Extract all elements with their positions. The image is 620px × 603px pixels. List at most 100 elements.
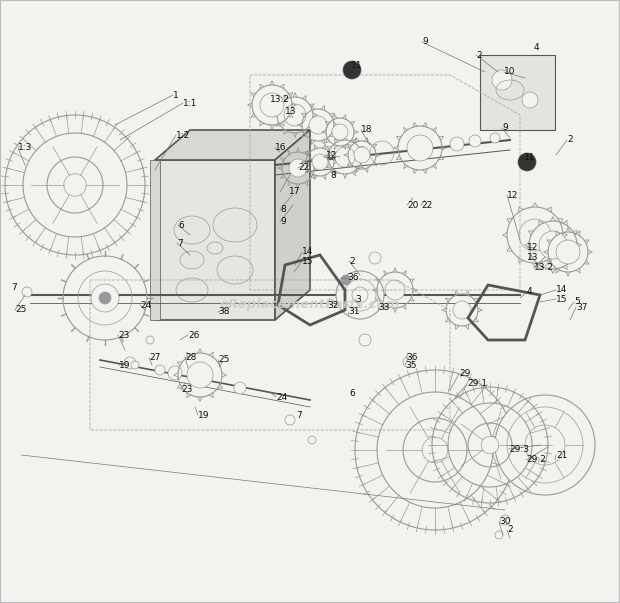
Text: 29:3: 29:3	[509, 444, 529, 453]
Circle shape	[481, 436, 499, 454]
Text: 7: 7	[296, 411, 302, 420]
Circle shape	[369, 252, 381, 264]
Text: 29:2: 29:2	[526, 455, 546, 464]
Circle shape	[495, 531, 503, 539]
Text: 30: 30	[499, 517, 510, 526]
Text: 9: 9	[280, 218, 286, 227]
Circle shape	[385, 280, 405, 300]
Text: 28: 28	[185, 353, 197, 362]
Circle shape	[507, 407, 583, 483]
Text: 18: 18	[361, 125, 373, 134]
Text: 25: 25	[218, 356, 229, 364]
Text: 9: 9	[502, 124, 508, 133]
Text: 9: 9	[422, 37, 428, 46]
Text: 15: 15	[302, 256, 314, 265]
Text: 37: 37	[576, 303, 588, 312]
Text: 7: 7	[177, 239, 183, 247]
Text: 29: 29	[459, 370, 471, 379]
Circle shape	[525, 425, 565, 465]
Circle shape	[131, 361, 139, 369]
Text: 1:1: 1:1	[183, 98, 197, 107]
Circle shape	[289, 159, 307, 177]
Polygon shape	[150, 160, 160, 320]
Text: 8: 8	[280, 206, 286, 215]
Circle shape	[519, 219, 551, 251]
Text: 2: 2	[349, 256, 355, 265]
Polygon shape	[480, 55, 555, 130]
Text: 2: 2	[476, 51, 482, 60]
Circle shape	[500, 515, 510, 525]
Circle shape	[308, 436, 316, 444]
Circle shape	[407, 135, 433, 161]
Text: 29:1: 29:1	[467, 379, 487, 388]
Circle shape	[99, 292, 111, 304]
Polygon shape	[155, 160, 275, 320]
Text: 23: 23	[181, 385, 192, 394]
Circle shape	[469, 135, 481, 147]
Text: 13:2: 13:2	[270, 95, 290, 104]
Circle shape	[343, 61, 361, 79]
Circle shape	[490, 133, 500, 143]
Text: 2: 2	[507, 525, 513, 534]
Text: 31: 31	[348, 308, 360, 317]
Circle shape	[556, 240, 580, 264]
Circle shape	[344, 279, 376, 311]
Circle shape	[403, 357, 413, 367]
Text: 21: 21	[556, 450, 567, 459]
Circle shape	[146, 336, 154, 344]
Text: 12: 12	[527, 242, 538, 251]
Text: 36: 36	[347, 274, 358, 282]
Circle shape	[64, 174, 86, 196]
Circle shape	[312, 154, 328, 170]
Text: 12: 12	[507, 191, 518, 200]
Text: 24: 24	[276, 393, 287, 402]
Text: 2: 2	[567, 136, 573, 145]
Text: 7: 7	[11, 282, 17, 291]
Circle shape	[335, 147, 355, 167]
Circle shape	[522, 92, 538, 108]
Polygon shape	[275, 130, 310, 320]
Text: 16: 16	[275, 144, 286, 153]
Text: 19: 19	[119, 361, 130, 370]
Circle shape	[168, 366, 182, 380]
Text: 5: 5	[574, 297, 580, 306]
Text: 24: 24	[140, 300, 151, 309]
Circle shape	[450, 137, 464, 151]
Circle shape	[332, 124, 348, 140]
Text: 35: 35	[405, 361, 417, 370]
Text: 25: 25	[15, 306, 27, 315]
Circle shape	[422, 437, 448, 463]
Circle shape	[22, 287, 32, 297]
Circle shape	[187, 362, 213, 388]
Circle shape	[260, 93, 284, 117]
Text: 19: 19	[198, 411, 210, 420]
Polygon shape	[155, 130, 310, 160]
Text: 12: 12	[326, 151, 337, 160]
Circle shape	[336, 271, 384, 319]
Text: 15: 15	[556, 294, 567, 303]
Circle shape	[91, 284, 119, 312]
Text: 14: 14	[302, 247, 313, 256]
Text: 14: 14	[556, 285, 567, 294]
Text: 4: 4	[534, 43, 539, 52]
Circle shape	[284, 104, 306, 126]
Circle shape	[495, 395, 595, 495]
Text: 22: 22	[298, 163, 309, 172]
Circle shape	[539, 231, 567, 259]
Text: 17: 17	[289, 188, 301, 197]
Circle shape	[155, 365, 165, 375]
Text: eReplacementParts.com: eReplacementParts.com	[220, 298, 400, 311]
Text: 8: 8	[330, 171, 336, 180]
Circle shape	[309, 116, 327, 134]
Text: 13: 13	[285, 107, 296, 116]
Text: 22: 22	[421, 201, 432, 209]
Text: 26: 26	[188, 330, 200, 339]
Text: 1: 1	[173, 90, 179, 99]
Circle shape	[341, 275, 351, 285]
Circle shape	[453, 301, 471, 319]
Text: 33: 33	[378, 303, 389, 312]
Text: 36: 36	[406, 353, 417, 362]
Text: 1:2: 1:2	[176, 130, 190, 139]
Circle shape	[492, 70, 512, 90]
Text: 32: 32	[327, 300, 339, 309]
